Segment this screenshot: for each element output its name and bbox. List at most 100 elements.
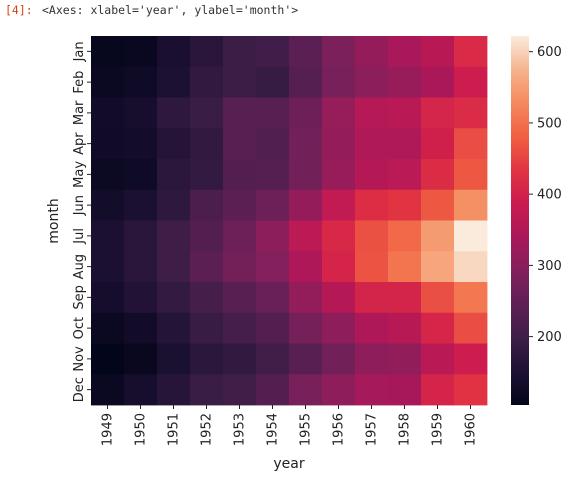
x-tick-label: 1959: [431, 413, 446, 446]
heatmap-cell-dec-1950: [124, 374, 158, 406]
heatmap-cell-apr-1950: [124, 128, 158, 160]
y-tick-label: Apr: [72, 132, 87, 155]
x-tick-label: 1951: [167, 413, 182, 446]
heatmap-cell-jan-1957: [355, 36, 389, 68]
heatmap-cell-oct-1951: [157, 312, 191, 344]
heatmap-cell-dec-1954: [256, 374, 290, 406]
heatmap-cell-sep-1951: [157, 282, 191, 314]
x-tick-label: 1956: [332, 413, 347, 446]
heatmap-cell-feb-1953: [223, 66, 257, 98]
heatmap-cell-apr-1952: [190, 128, 224, 160]
heatmap-cell-dec-1951: [157, 374, 191, 406]
heatmap-cell-jan-1955: [289, 36, 323, 68]
x-tick-label: 1953: [233, 413, 248, 446]
heatmap-cell-aug-1953: [223, 251, 257, 283]
heatmap-cell-mar-1950: [124, 97, 158, 129]
heatmap-cell-aug-1957: [355, 251, 389, 283]
heatmap-cell-aug-1960: [454, 251, 488, 283]
heatmap-cell-nov-1958: [388, 343, 422, 375]
heatmap-cell-nov-1953: [223, 343, 257, 375]
heatmap-cell-apr-1953: [223, 128, 257, 160]
heatmap-cell-jul-1955: [289, 220, 323, 252]
heatmap-cell-dec-1957: [355, 374, 389, 406]
x-tick-label: 1955: [299, 413, 314, 446]
heatmap-cell-feb-1951: [157, 66, 191, 98]
heatmap-cell-jun-1954: [256, 189, 290, 221]
heatmap-cell-apr-1960: [454, 128, 488, 160]
heatmap-cell-jan-1958: [388, 36, 422, 68]
heatmap-cell-may-1954: [256, 159, 290, 191]
output-text: <Axes: xlabel='year', ylabel='month'>: [42, 3, 299, 17]
heatmap-cell-nov-1959: [421, 343, 455, 375]
heatmap-cell-jun-1957: [355, 189, 389, 221]
x-tick-label: 1952: [200, 413, 215, 446]
heatmap-cell-sep-1952: [190, 282, 224, 314]
heatmap-cell-jul-1958: [388, 220, 422, 252]
heatmap-cell-nov-1950: [124, 343, 158, 375]
heatmap-cell-feb-1950: [124, 66, 158, 98]
x-tick-label: 1958: [398, 413, 413, 446]
output-prompt: [4]:: [5, 3, 33, 17]
heatmap-cell-jan-1952: [190, 36, 224, 68]
heatmap-cell-sep-1949: [91, 282, 125, 314]
heatmap-cell-apr-1956: [322, 128, 356, 160]
heatmap-cell-mar-1959: [421, 97, 455, 129]
heatmap-cell-apr-1949: [91, 128, 125, 160]
heatmap-cell-may-1950: [124, 159, 158, 191]
heatmap-cell-nov-1960: [454, 343, 488, 375]
heatmap-cell-nov-1949: [91, 343, 125, 375]
heatmap-cell-jun-1958: [388, 189, 422, 221]
y-tick-label: Oct: [72, 317, 87, 339]
y-tick-label: Aug: [72, 254, 87, 279]
heatmap-cell-jun-1960: [454, 189, 488, 221]
heatmap-cell-mar-1951: [157, 97, 191, 129]
heatmap-cell-mar-1954: [256, 97, 290, 129]
y-ticks: Jan Feb Mar Apr May Jun Jul Aug Sep Oct Nov Dec: [72, 41, 91, 402]
heatmap-cell-jan-1954: [256, 36, 290, 68]
heatmap-cell-nov-1954: [256, 343, 290, 375]
heatmap-cell-jul-1956: [322, 220, 356, 252]
heatmap-cell-oct-1958: [388, 312, 422, 344]
heatmap-cell-dec-1958: [388, 374, 422, 406]
x-tick-label: 1949: [101, 413, 116, 446]
y-tick-label: Feb: [72, 71, 87, 94]
heatmap-cell-oct-1953: [223, 312, 257, 344]
y-tick-label: Nov: [72, 346, 87, 372]
colorbar-tick-label: 200: [537, 330, 562, 345]
heatmap-cell-jun-1955: [289, 189, 323, 221]
heatmap-cell-may-1956: [322, 159, 356, 191]
heatmap-cell-feb-1955: [289, 66, 323, 98]
heatmap-cell-sep-1953: [223, 282, 257, 314]
heatmap-cell-dec-1949: [91, 374, 125, 406]
heatmap-cell-jan-1956: [322, 36, 356, 68]
heatmap-cell-sep-1959: [421, 282, 455, 314]
y-tick-label: Jun: [72, 195, 87, 216]
heatmap-cell-dec-1956: [322, 374, 356, 406]
y-tick-label: Dec: [72, 377, 87, 402]
heatmap-cell-feb-1958: [388, 66, 422, 98]
heatmap-cell-sep-1956: [322, 282, 356, 314]
x-tick-label: 1954: [266, 413, 281, 446]
y-tick-label: Jan: [72, 41, 87, 62]
heatmap-cell-apr-1954: [256, 128, 290, 160]
heatmap-cell-aug-1958: [388, 251, 422, 283]
heatmap-cell-feb-1960: [454, 66, 488, 98]
heatmap-cell-apr-1958: [388, 128, 422, 160]
heatmap-cell-jan-1950: [124, 36, 158, 68]
colorbar: [511, 36, 529, 405]
heatmap-cell-mar-1958: [388, 97, 422, 129]
heatmap-cell-mar-1957: [355, 97, 389, 129]
heatmap-cell-jun-1950: [124, 189, 158, 221]
heatmap-cell-feb-1956: [322, 66, 356, 98]
heatmap-cell-jan-1959: [421, 36, 455, 68]
heatmap-cell-oct-1950: [124, 312, 158, 344]
heatmap-cell-jun-1956: [322, 189, 356, 221]
heatmap-cell-aug-1949: [91, 251, 125, 283]
heatmap-cell-oct-1954: [256, 312, 290, 344]
heatmap-cell-apr-1959: [421, 128, 455, 160]
heatmap-cell-feb-1954: [256, 66, 290, 98]
heatmap-cell-sep-1950: [124, 282, 158, 314]
heatmap-cell-dec-1952: [190, 374, 224, 406]
heatmap-cell-jun-1959: [421, 189, 455, 221]
